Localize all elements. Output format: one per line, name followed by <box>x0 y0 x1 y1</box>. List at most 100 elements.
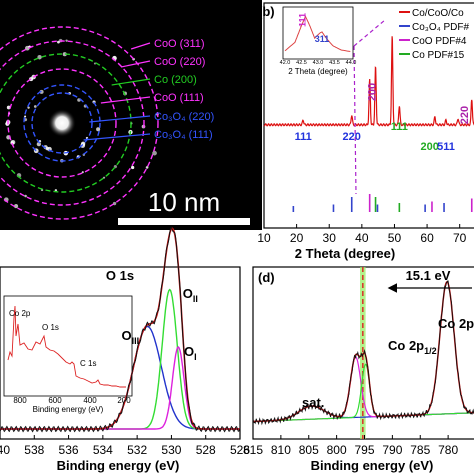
x-tick-label: 536 <box>59 443 79 457</box>
diffraction-spot <box>24 115 27 118</box>
diffraction-spot <box>96 127 101 132</box>
o1s-x-axis-label: Binding energy (eV) <box>57 458 180 473</box>
inset-x-axis-label: 2 Theta (degree) <box>288 67 348 76</box>
inset-tick-label: 42.5 <box>296 60 307 66</box>
diffraction-spot <box>145 166 149 169</box>
co2p-half-label: Co 2p1/2 <box>388 338 437 356</box>
diffraction-spot <box>65 39 68 42</box>
x-tick-label: 532 <box>127 443 147 457</box>
xrd-x-axis-label: 2 Theta (degree) <box>295 246 395 261</box>
legend-entry: Co₃O₄ PDF# <box>412 22 469 33</box>
x-tick-label: 534 <box>93 443 113 457</box>
x-tick-label: 795 <box>354 443 374 457</box>
xrd-legend: Co/CoO/Co Co₃O₄ PDF# CoO PDF#4 Co PDF#15 <box>399 8 469 61</box>
x-tick-label: 815 <box>243 443 263 457</box>
survey-tick-label: 600 <box>48 396 62 405</box>
legend-entry: Co PDF#15 <box>412 50 465 61</box>
ring-label: Co₃O₄ (220) <box>154 111 214 123</box>
split-energy-label: 15.1 eV <box>406 268 451 283</box>
inset-peak-label: 311 <box>315 34 330 44</box>
diffraction-spot <box>54 189 58 192</box>
x-tick-label: 780 <box>438 443 458 457</box>
diffraction-spot <box>81 171 84 174</box>
xrd-inset-frame <box>282 6 354 60</box>
xrd-peak-label: 111 <box>391 121 408 133</box>
inset-pattern-line <box>284 15 351 52</box>
x-tick-label: 805 <box>299 443 319 457</box>
diffraction-spot <box>33 105 37 108</box>
xrd-peak-label: 200 <box>367 83 379 101</box>
o1s-peak-labels: OIII OII OI <box>121 286 197 362</box>
x-tick-label: 20 <box>290 231 304 245</box>
inset-peak-labels: 111 311 <box>297 13 329 44</box>
xrd-x-ticks: 10 20 30 40 50 60 70 <box>257 224 467 245</box>
inset-x-ticks: 42.0 42.5 43.0 43.5 44.0 <box>280 60 357 66</box>
x-tick-label: 30 <box>323 231 337 245</box>
survey-label-co2p: Co 2p <box>9 309 31 318</box>
diffraction-spot <box>152 150 157 156</box>
panel-c-title: O 1s <box>106 268 134 283</box>
panel-d-letter: (d) <box>258 270 275 285</box>
panel-c: O 1s Co 2p O 1s C 1s 800 600 400 200 Bindin… <box>0 226 250 473</box>
indexed-rings <box>0 26 159 220</box>
diffraction-ring <box>0 26 159 220</box>
component-curve <box>253 363 474 423</box>
o1s-peak-label: OII <box>183 286 198 304</box>
xrd-peak-label: 200 <box>421 141 439 153</box>
co2p-title: Co 2p <box>438 316 474 331</box>
legend-entry: CoO PDF#4 <box>412 36 467 47</box>
diffraction-ring <box>23 84 101 162</box>
transmitted-beam <box>48 109 76 137</box>
inset-peak-label: 111 <box>297 13 307 27</box>
diffraction-spot <box>130 165 135 170</box>
x-tick-label: 40 <box>355 231 369 245</box>
x-tick-label: 10 <box>257 231 271 245</box>
x-tick-label: 526 <box>230 443 250 457</box>
ring-pointer <box>120 60 151 68</box>
scale-bar <box>118 218 250 225</box>
diffraction-spot <box>27 106 30 109</box>
x-tick-label: 50 <box>388 231 402 245</box>
survey-tick-label: 400 <box>83 396 97 405</box>
x-tick-label: 790 <box>382 443 402 457</box>
xrd-peak-label: 220 <box>459 106 471 124</box>
xrd-peak-label: 220 <box>343 131 361 143</box>
co2p-x-ticks: 815 810 805 800 795 790 785 780 <box>243 435 458 457</box>
x-tick-label: 538 <box>24 443 44 457</box>
o1s-fit-curves <box>0 226 241 433</box>
xrd-peak-label: 511 <box>437 141 455 153</box>
panel-b-letter: (b) <box>258 4 275 19</box>
x-tick-label: 540 <box>0 443 10 457</box>
diffraction-spot <box>13 204 19 209</box>
diffraction-ring <box>0 40 145 206</box>
scale-bar-label: 10 nm <box>148 187 220 217</box>
survey-spectrum-line <box>7 305 126 388</box>
survey-inset-frame <box>3 295 133 397</box>
inset-tick-label: 43.5 <box>329 60 340 66</box>
x-tick-label: 810 <box>271 443 291 457</box>
o1s-peak-label: OI <box>184 344 197 362</box>
diffraction-ring <box>0 53 132 193</box>
survey-label-o1s: O 1s <box>42 323 59 332</box>
legend-entry: Co/CoO/Co <box>412 8 464 19</box>
ring-label: Co₃O₄ (111) <box>154 129 213 141</box>
ring-pointer <box>100 96 151 104</box>
diffraction-ring <box>31 92 93 154</box>
diffraction-spot <box>102 176 106 179</box>
ring-label: CoO (111) <box>154 92 204 104</box>
zoom-guide-line <box>353 45 357 195</box>
co2p-x-axis-label: Binding energy (eV) <box>311 458 434 473</box>
o1s-x-ticks: 540 538 536 534 532 530 528 526 <box>0 435 250 457</box>
reference-lines <box>292 194 473 212</box>
ring-label: CoO (220) <box>154 56 205 68</box>
survey-x-axis-label: Binding energy (eV) <box>33 405 104 414</box>
ring-pointer <box>111 78 151 86</box>
diffraction-spot <box>45 146 49 151</box>
diffraction-spot <box>24 194 27 198</box>
diffraction-spot <box>62 52 67 57</box>
x-tick-label: 60 <box>420 231 434 245</box>
x-tick-label: 800 <box>327 443 347 457</box>
panel-d: (d) 15.1 eV Co 2p Co 2p1/2 sat. 815 810 80… <box>243 266 474 473</box>
